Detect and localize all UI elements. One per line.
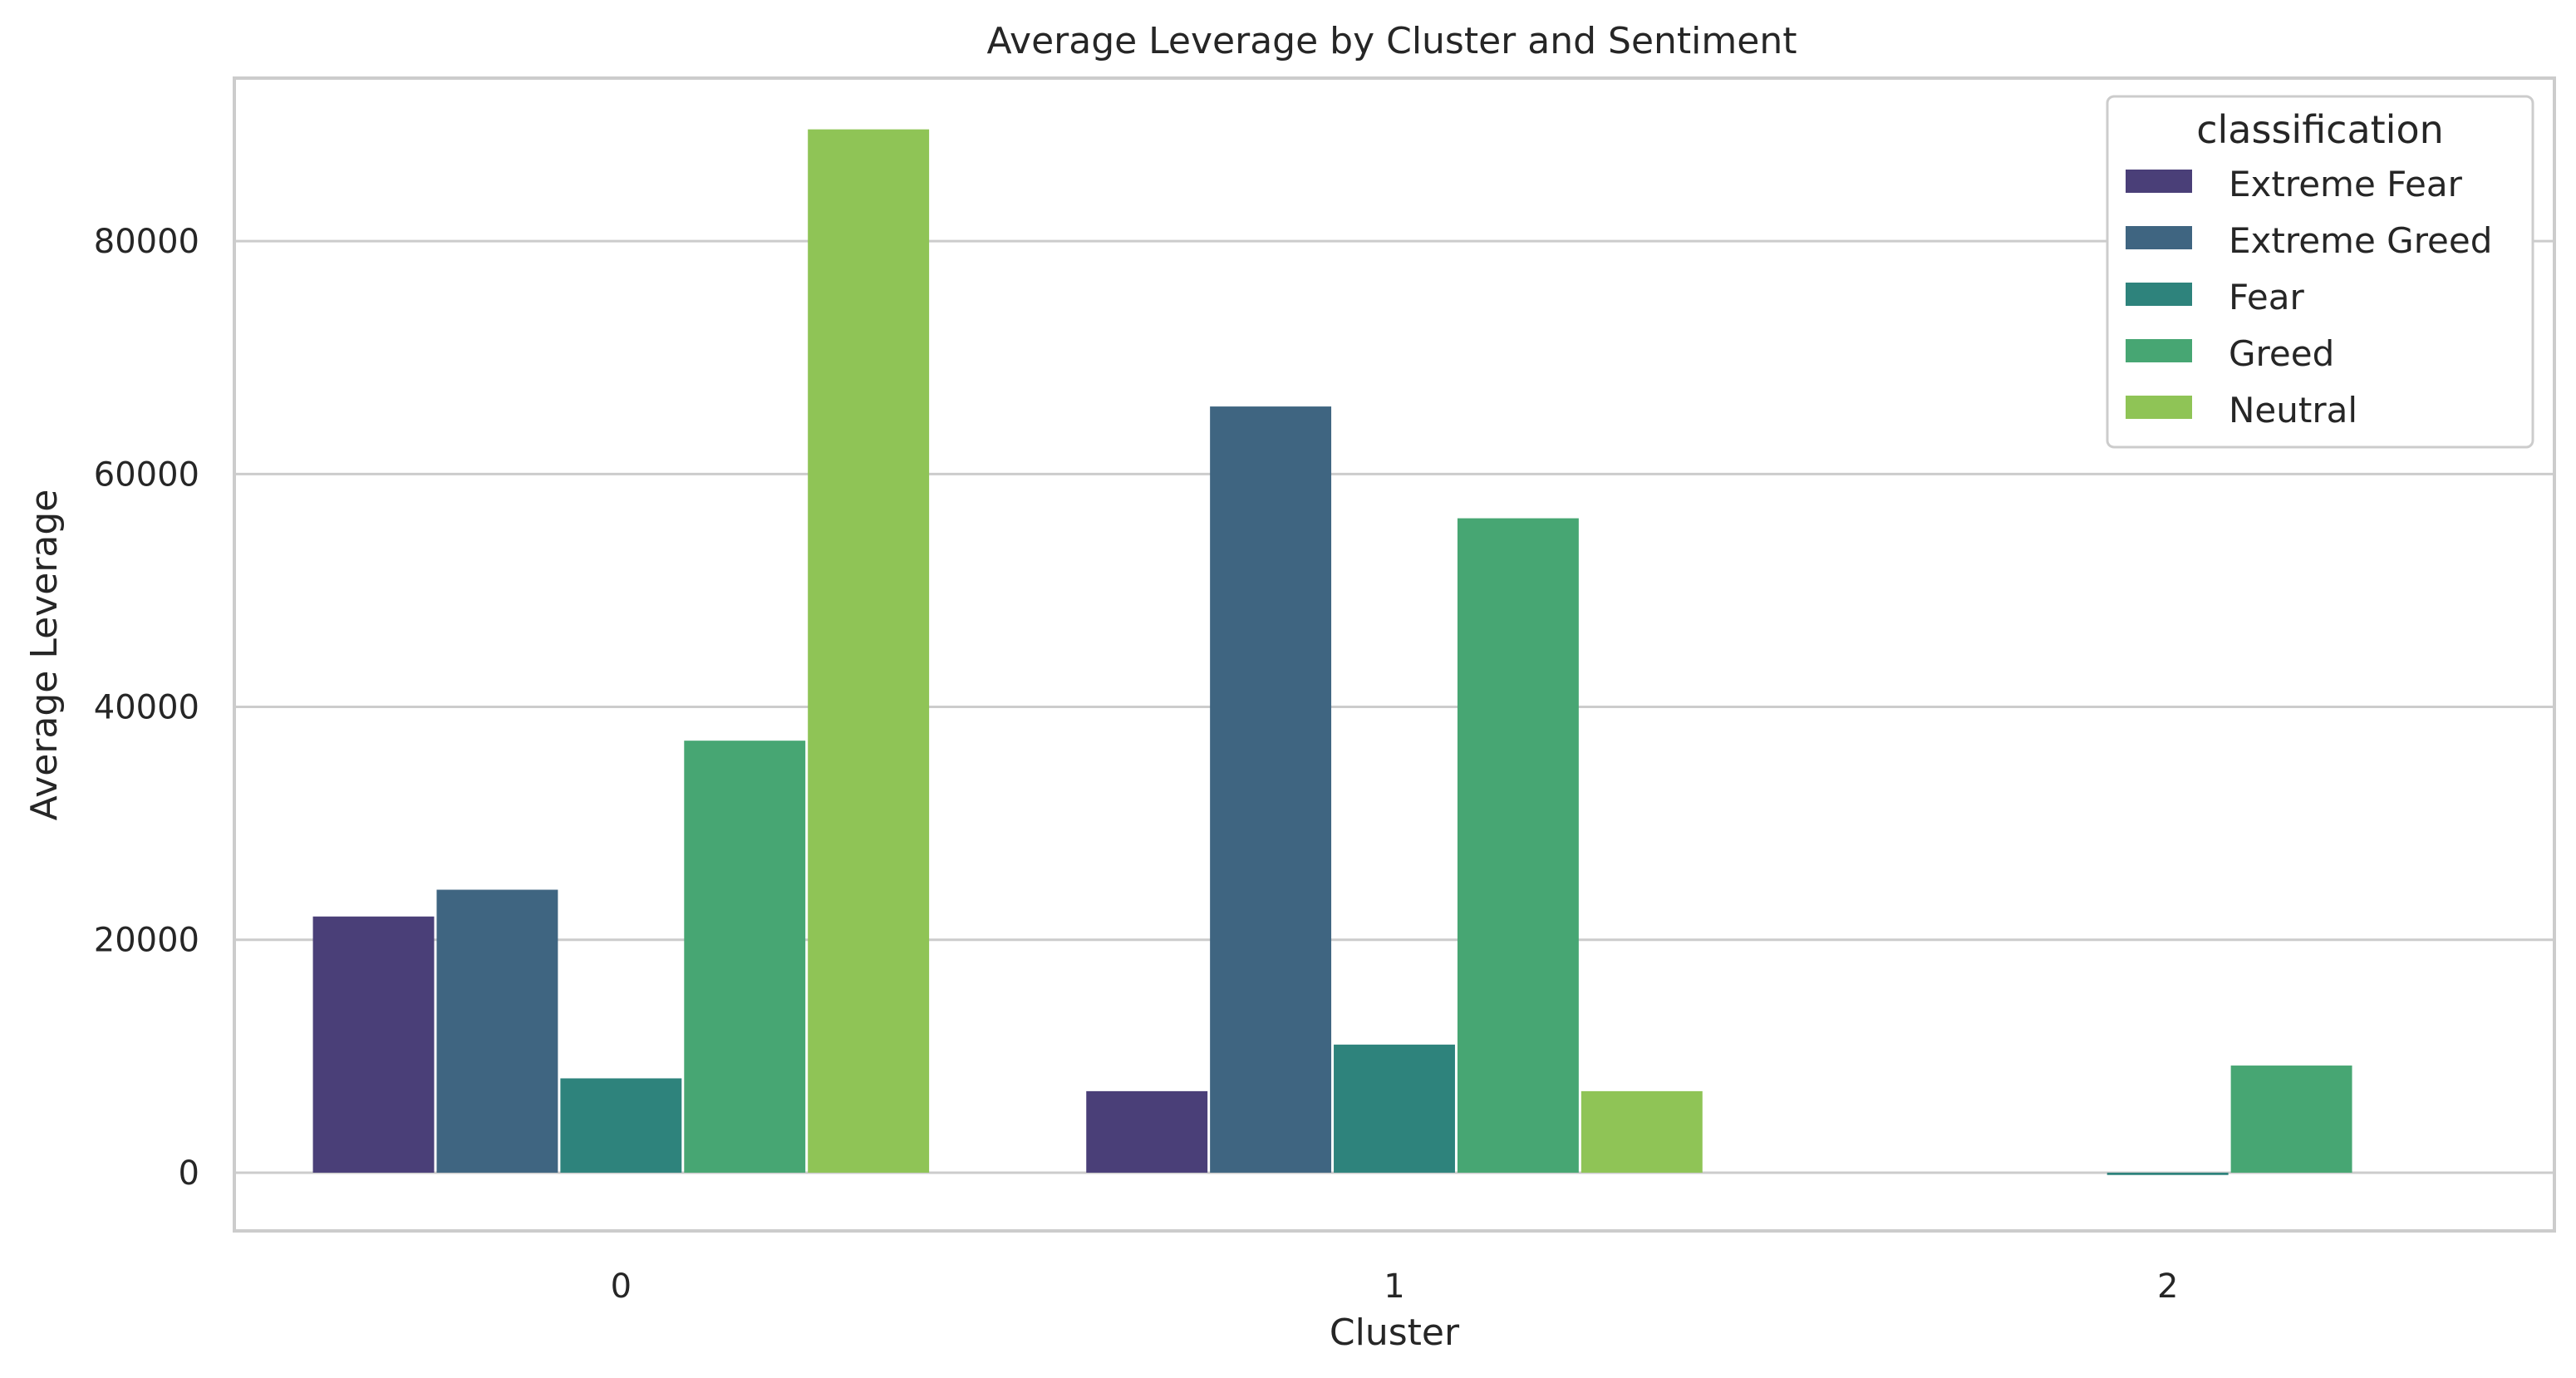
- x-tick-label-0: 0: [611, 1267, 632, 1306]
- bar-neutral-cluster-0: [808, 129, 930, 1173]
- chart-title: Average Leverage by Cluster and Sentimen…: [987, 20, 1797, 62]
- y-tick-label-0: 0: [179, 1154, 199, 1193]
- bar-extreme-fear-cluster-1: [1086, 1090, 1208, 1173]
- y-tick-label-80000: 80000: [94, 223, 199, 261]
- legend: classification Extreme Fear Extreme Greed…: [2106, 95, 2534, 449]
- x-tick-label-2: 2: [2157, 1267, 2178, 1306]
- bar-fear-cluster-0: [560, 1078, 682, 1173]
- y-tick-labels: 0 20000 40000 60000 80000: [94, 223, 199, 1193]
- x-axis-label: Cluster: [1330, 1312, 1460, 1354]
- bar-extreme-greed-cluster-0: [436, 889, 558, 1173]
- bars: [312, 129, 2352, 1175]
- bar-fear-cluster-2: [2107, 1172, 2229, 1175]
- legend-swatch-fear: [2126, 283, 2192, 306]
- legend-label-greed: Greed: [2229, 333, 2334, 374]
- legend-swatch-extreme-fear: [2126, 170, 2192, 193]
- y-tick-label-20000: 20000: [94, 922, 199, 960]
- legend-title: classification: [2196, 107, 2444, 152]
- plot-frame: [233, 76, 2556, 1233]
- x-tick-labels: 0 1 2: [611, 1267, 2179, 1306]
- bar-greed-cluster-2: [2230, 1065, 2352, 1173]
- y-tick-label-40000: 40000: [94, 689, 199, 727]
- legend-swatch-neutral: [2126, 396, 2192, 419]
- legend-label-extreme-fear: Extreme Fear: [2229, 164, 2463, 204]
- bar-greed-cluster-0: [684, 741, 806, 1173]
- legend-label-neutral: Neutral: [2229, 390, 2357, 431]
- bar-neutral-cluster-1: [1581, 1090, 1703, 1173]
- y-axis-label: Average Leverage: [23, 490, 66, 821]
- legend-swatch-greed: [2126, 339, 2192, 362]
- legend-label-fear: Fear: [2229, 277, 2304, 317]
- bar-greed-cluster-1: [1457, 518, 1579, 1173]
- legend-items: Extreme Fear Extreme Greed Fear Greed Neutra…: [2126, 164, 2492, 431]
- legend-label-extreme-greed: Extreme Greed: [2229, 220, 2492, 261]
- legend-swatch-extreme-greed: [2126, 226, 2192, 249]
- bar-extreme-greed-cluster-1: [1210, 406, 1332, 1173]
- x-tick-label-1: 1: [1384, 1267, 1404, 1306]
- bar-extreme-fear-cluster-0: [312, 916, 435, 1173]
- legend-frame: [2106, 95, 2534, 449]
- bar-fear-cluster-1: [1334, 1044, 1455, 1173]
- y-tick-label-60000: 60000: [94, 455, 199, 494]
